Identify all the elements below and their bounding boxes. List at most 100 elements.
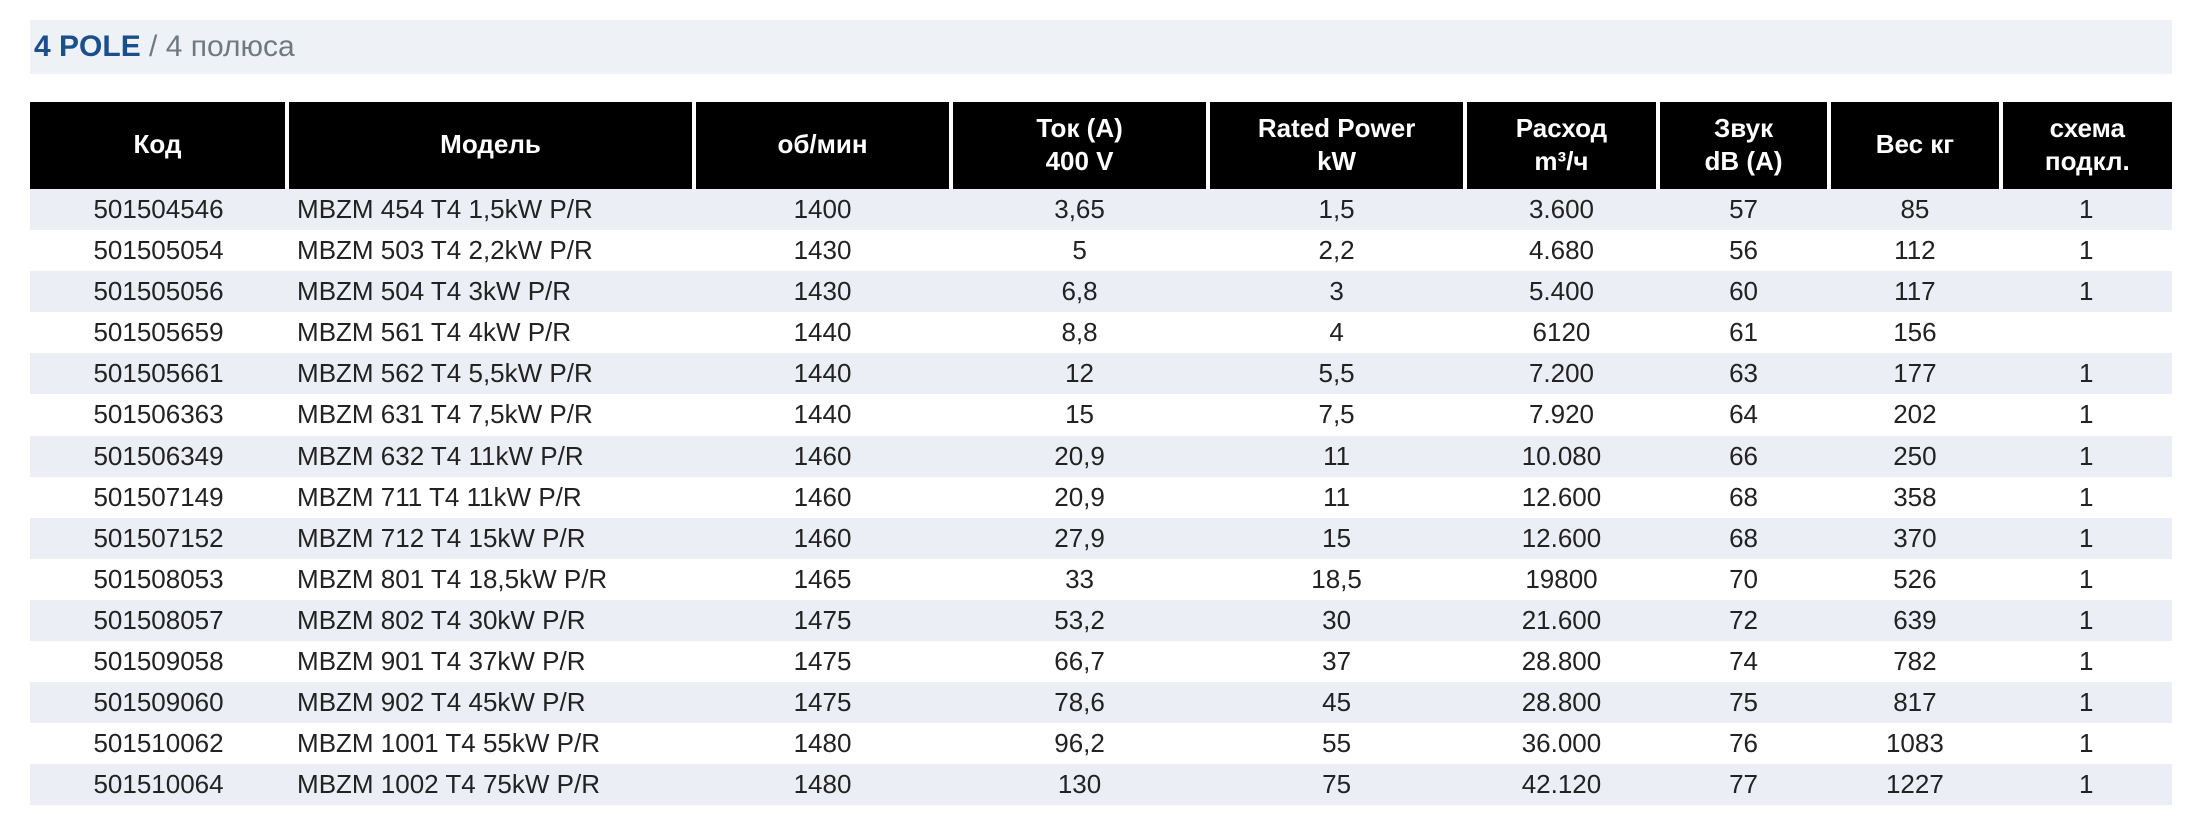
cell-noise: 68 [1658, 518, 1829, 559]
cell-code: 501505054 [30, 230, 287, 271]
cell-scheme: 1 [2001, 230, 2172, 271]
cell-model: MBZM 712 T4 15kW P/R [287, 518, 694, 559]
cell-power: 55 [1208, 723, 1465, 764]
cell-flow: 12.600 [1465, 518, 1658, 559]
cell-scheme: 1 [2001, 353, 2172, 394]
col-header-flow: Расходm³/ч [1465, 102, 1658, 189]
cell-amps: 33 [951, 559, 1208, 600]
cell-rpm: 1480 [694, 723, 951, 764]
cell-amps: 66,7 [951, 641, 1208, 682]
table-row: 501510062MBZM 1001 T4 55kW P/R148096,255… [30, 723, 2172, 764]
col-header-label: Rated Power [1216, 112, 1457, 145]
col-header-sublabel: dB (A) [1666, 145, 1821, 178]
cell-flow: 7.920 [1465, 394, 1658, 435]
cell-weight: 117 [1829, 271, 2000, 312]
cell-flow: 10.080 [1465, 436, 1658, 477]
cell-flow: 36.000 [1465, 723, 1658, 764]
cell-amps: 53,2 [951, 600, 1208, 641]
cell-rpm: 1440 [694, 353, 951, 394]
table-row: 501507149MBZM 711 T4 11kW P/R146020,9111… [30, 477, 2172, 518]
cell-model: MBZM 454 T4 1,5kW P/R [287, 189, 694, 230]
cell-flow: 19800 [1465, 559, 1658, 600]
col-header-weight: Вес кг [1829, 102, 2000, 189]
cell-code: 501504546 [30, 189, 287, 230]
col-header-scheme: схемаподкл. [2001, 102, 2172, 189]
cell-model: MBZM 562 T4 5,5kW P/R [287, 353, 694, 394]
section-title-sep: / [141, 30, 166, 63]
spec-table: КодМодельоб/минТок (A)400 VRated PowerkW… [30, 102, 2172, 805]
cell-noise: 76 [1658, 723, 1829, 764]
cell-scheme: 1 [2001, 271, 2172, 312]
table-row: 501508053MBZM 801 T4 18,5kW P/R14653318,… [30, 559, 2172, 600]
cell-noise: 56 [1658, 230, 1829, 271]
cell-noise: 74 [1658, 641, 1829, 682]
col-header-code: Код [30, 102, 287, 189]
cell-rpm: 1465 [694, 559, 951, 600]
cell-amps: 27,9 [951, 518, 1208, 559]
cell-scheme: 1 [2001, 394, 2172, 435]
cell-model: MBZM 901 T4 37kW P/R [287, 641, 694, 682]
table-row: 501509060MBZM 902 T4 45kW P/R147578,6452… [30, 682, 2172, 723]
cell-scheme: 1 [2001, 189, 2172, 230]
cell-model: MBZM 1002 T4 75kW P/R [287, 764, 694, 805]
cell-power: 7,5 [1208, 394, 1465, 435]
cell-amps: 15 [951, 394, 1208, 435]
cell-model: MBZM 503 T4 2,2kW P/R [287, 230, 694, 271]
cell-noise: 77 [1658, 764, 1829, 805]
col-header-sublabel: m³/ч [1473, 145, 1650, 178]
col-header-sublabel: kW [1216, 145, 1457, 178]
cell-rpm: 1460 [694, 477, 951, 518]
cell-flow: 12.600 [1465, 477, 1658, 518]
cell-amps: 8,8 [951, 312, 1208, 353]
cell-power: 2,2 [1208, 230, 1465, 271]
cell-rpm: 1440 [694, 312, 951, 353]
col-header-noise: ЗвукdB (A) [1658, 102, 1829, 189]
cell-amps: 130 [951, 764, 1208, 805]
cell-scheme: 1 [2001, 600, 2172, 641]
cell-scheme: 1 [2001, 764, 2172, 805]
cell-code: 501507149 [30, 477, 287, 518]
cell-amps: 20,9 [951, 436, 1208, 477]
col-header-model: Модель [287, 102, 694, 189]
cell-model: MBZM 631 T4 7,5kW P/R [287, 394, 694, 435]
cell-power: 75 [1208, 764, 1465, 805]
cell-scheme: 1 [2001, 723, 2172, 764]
cell-power: 18,5 [1208, 559, 1465, 600]
table-row: 501504546MBZM 454 T4 1,5kW P/R14003,651,… [30, 189, 2172, 230]
cell-weight: 526 [1829, 559, 2000, 600]
cell-power: 37 [1208, 641, 1465, 682]
cell-amps: 3,65 [951, 189, 1208, 230]
table-row: 501505659MBZM 561 T4 4kW P/R14408,846120… [30, 312, 2172, 353]
cell-power: 3 [1208, 271, 1465, 312]
table-row: 501509058MBZM 901 T4 37kW P/R147566,7372… [30, 641, 2172, 682]
cell-flow: 21.600 [1465, 600, 1658, 641]
table-row: 501505054MBZM 503 T4 2,2kW P/R143052,24.… [30, 230, 2172, 271]
cell-scheme: 1 [2001, 641, 2172, 682]
cell-noise: 70 [1658, 559, 1829, 600]
cell-weight: 370 [1829, 518, 2000, 559]
cell-code: 501509060 [30, 682, 287, 723]
cell-amps: 6,8 [951, 271, 1208, 312]
cell-model: MBZM 504 T4 3kW P/R [287, 271, 694, 312]
cell-amps: 78,6 [951, 682, 1208, 723]
cell-amps: 96,2 [951, 723, 1208, 764]
cell-amps: 5 [951, 230, 1208, 271]
cell-power: 1,5 [1208, 189, 1465, 230]
cell-code: 501505056 [30, 271, 287, 312]
cell-code: 501510062 [30, 723, 287, 764]
cell-noise: 63 [1658, 353, 1829, 394]
cell-noise: 61 [1658, 312, 1829, 353]
cell-flow: 6120 [1465, 312, 1658, 353]
cell-noise: 66 [1658, 436, 1829, 477]
col-header-sublabel: подкл. [2009, 145, 2166, 178]
cell-weight: 358 [1829, 477, 2000, 518]
section-title-bold: 4 POLE [34, 30, 141, 63]
table-row: 501505056MBZM 504 T4 3kW P/R14306,835.40… [30, 271, 2172, 312]
col-header-sublabel: 400 V [959, 145, 1200, 178]
col-header-power: Rated PowerkW [1208, 102, 1465, 189]
col-header-label: Звук [1666, 112, 1821, 145]
cell-rpm: 1400 [694, 189, 951, 230]
cell-rpm: 1430 [694, 271, 951, 312]
cell-weight: 202 [1829, 394, 2000, 435]
cell-weight: 177 [1829, 353, 2000, 394]
